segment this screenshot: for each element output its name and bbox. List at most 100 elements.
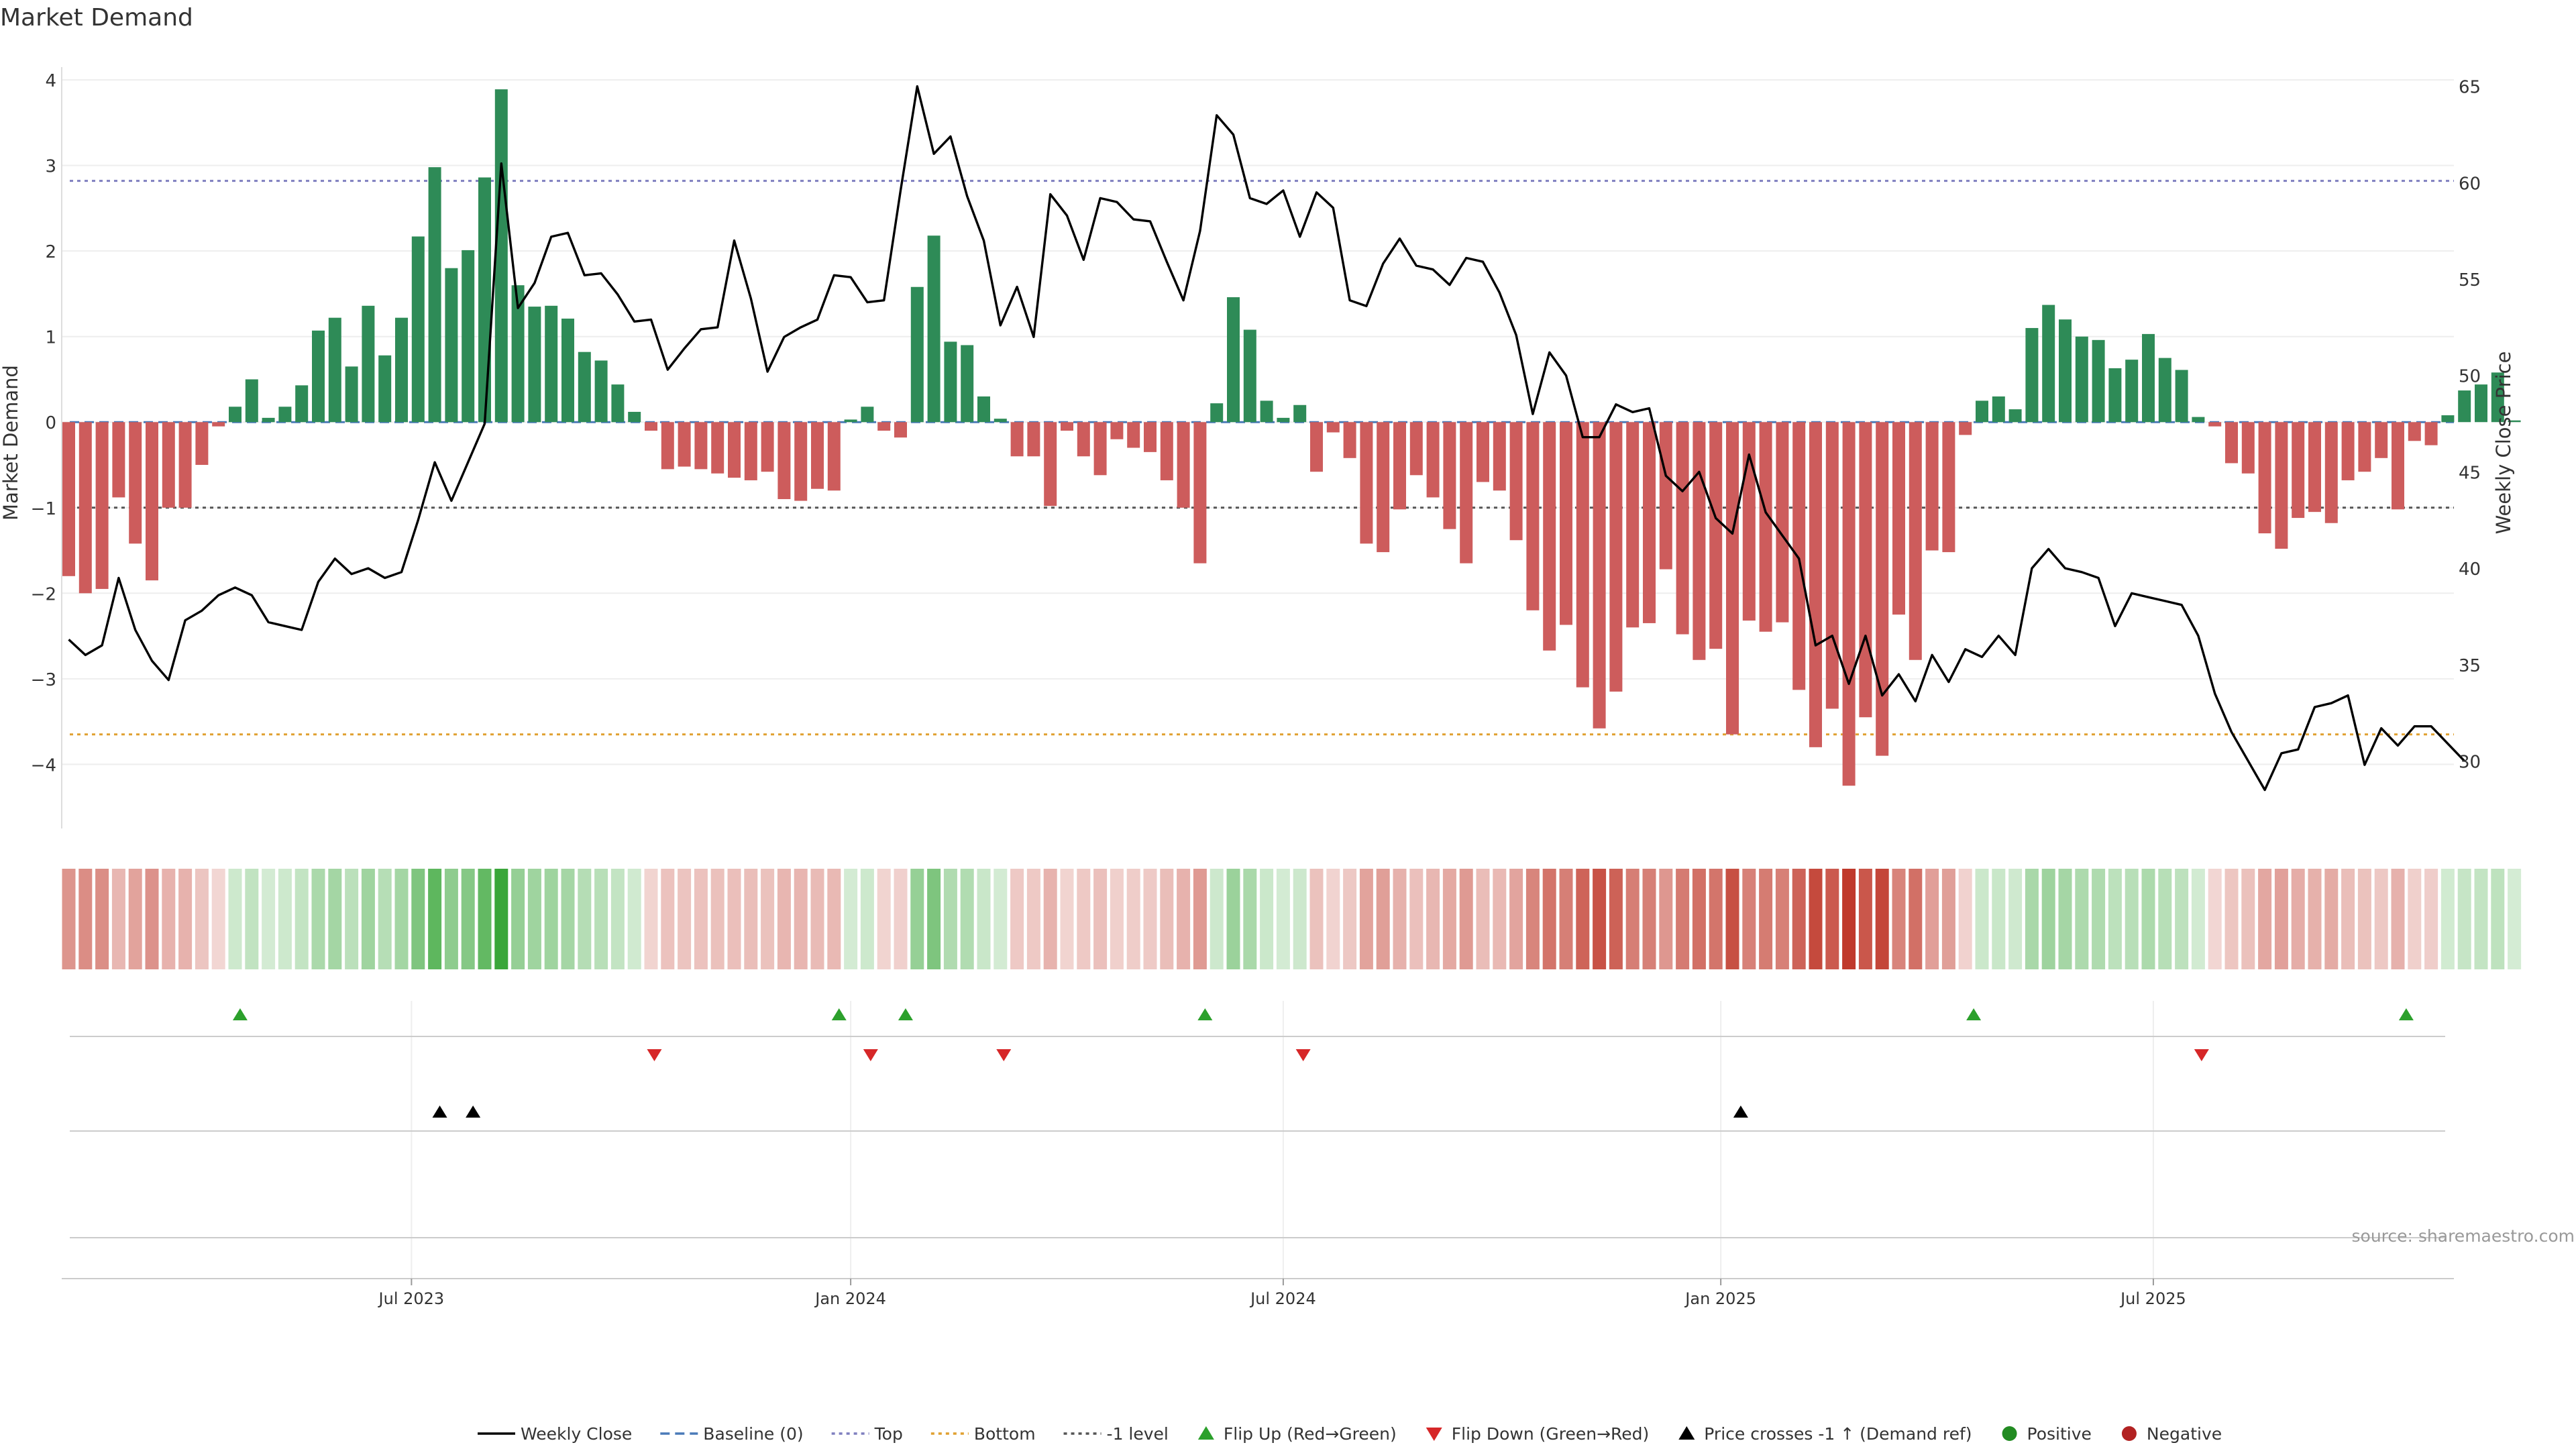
heat-cell	[678, 869, 692, 969]
demand-bar	[1144, 422, 1157, 452]
heat-cell	[62, 869, 76, 969]
heat-cell	[2141, 869, 2155, 969]
demand-bar	[2208, 422, 2222, 427]
demand-heat-strip	[62, 869, 2522, 969]
demand-bar	[1193, 422, 1207, 564]
heat-cell	[1559, 869, 1573, 969]
demand-bar	[528, 307, 541, 423]
right-tick-label: 35	[2459, 656, 2481, 676]
heat-cell	[2274, 869, 2288, 969]
heat-cell	[1775, 869, 1789, 969]
heat-cell	[1177, 869, 1191, 969]
demand-bar	[2475, 384, 2487, 423]
heat-cell	[744, 869, 758, 969]
heat-cell	[1742, 869, 1756, 969]
heat-cell	[1792, 869, 1806, 969]
demand-bar	[1742, 422, 1756, 621]
demand-bar	[328, 317, 341, 423]
demand-bar	[2175, 370, 2188, 423]
demand-bar	[1293, 405, 1307, 423]
demand-bar	[278, 407, 292, 423]
heat-cell	[1326, 869, 1340, 969]
flip-down-marker	[1295, 1049, 1311, 1061]
heat-cell	[2391, 869, 2405, 969]
demand-bar	[628, 411, 641, 423]
demand-bar	[961, 345, 974, 423]
x-tick-label: Jan 2025	[1684, 1289, 1756, 1308]
heat-cell	[827, 869, 841, 969]
heat-cell	[2191, 869, 2205, 969]
heat-cell	[1525, 869, 1540, 969]
heat-cell	[1892, 869, 1906, 969]
demand-bar	[1942, 422, 1955, 553]
right-tick-label: 30	[2459, 752, 2481, 772]
demand-bar	[1443, 422, 1456, 529]
heat-cell	[2108, 869, 2122, 969]
heat-cell	[1210, 869, 1224, 969]
left-tick-label: −3	[31, 670, 56, 690]
heat-cell	[1493, 869, 1507, 969]
heat-cell	[994, 869, 1008, 969]
heat-cell	[594, 869, 608, 969]
heat-cell	[2457, 869, 2471, 969]
demand-bar	[2225, 422, 2238, 464]
heat-cell	[1709, 869, 1723, 969]
demand-bar	[2358, 422, 2371, 472]
demand-bar	[95, 422, 109, 589]
heat-cell	[294, 869, 309, 969]
demand-bar	[611, 384, 625, 423]
demand-bar	[1110, 422, 1124, 439]
legend-label-baseline: Baseline (0)	[703, 1424, 803, 1444]
heat-cell	[2092, 869, 2106, 969]
demand-bar	[728, 422, 741, 478]
flip-up-marker	[1966, 1008, 1982, 1020]
heat-cell	[2008, 869, 2023, 969]
legend-label-flip_down: Flip Down (Green→Red)	[1452, 1424, 1650, 1444]
heat-cell	[1143, 869, 1157, 969]
demand-bar	[2158, 358, 2171, 423]
heat-cell	[345, 869, 359, 969]
demand-bar	[2192, 417, 2205, 423]
heat-cell	[610, 869, 625, 969]
legend-label-top: Top	[874, 1424, 903, 1444]
heat-cell	[2291, 869, 2305, 969]
demand-bar	[1493, 422, 1506, 491]
heat-cell	[1010, 869, 1024, 969]
heat-cell	[2341, 869, 2355, 969]
flip-up-marker	[232, 1008, 248, 1020]
demand-bar	[378, 355, 392, 423]
demand-bar	[2258, 422, 2271, 534]
x-ticks: Jul 2023 Jan 2024 Jul 2024 Jan 2025 Jul 2025	[378, 1279, 2186, 1308]
heat-cell	[211, 869, 225, 969]
flip-down-marker	[996, 1049, 1012, 1061]
demand-bar	[112, 422, 125, 498]
heat-cell	[1126, 869, 1140, 969]
heat-cell	[627, 869, 641, 969]
demand-bar	[1626, 422, 1640, 628]
demand-bar	[1460, 422, 1473, 564]
legend-symbol-cross	[1678, 1426, 1695, 1440]
demand-bar	[178, 422, 192, 508]
chart-title: Market Demand	[0, 4, 193, 32]
demand-bar	[1027, 422, 1040, 457]
heat-cell	[1026, 869, 1040, 969]
heat-cell	[1426, 869, 1440, 969]
heat-cell	[1909, 869, 1923, 969]
demand-bar	[994, 419, 1007, 423]
demand-bar	[1726, 422, 1739, 735]
demand-bar	[927, 235, 941, 423]
heat-cell	[544, 869, 558, 969]
price-cross-marker	[432, 1106, 447, 1118]
demand-bar	[1326, 422, 1340, 433]
left-tick-label: −1	[31, 499, 56, 519]
demand-bar	[894, 422, 907, 438]
heat-cell	[2025, 869, 2039, 969]
demand-bar	[1842, 422, 1856, 786]
heat-cell	[2258, 869, 2272, 969]
weekly-close-line	[68, 85, 2465, 792]
heat-cell	[977, 869, 991, 969]
demand-bar	[678, 422, 691, 467]
heat-cell	[1875, 869, 1889, 969]
demand-bar	[262, 417, 275, 423]
left-tick-label: 0	[45, 413, 56, 433]
